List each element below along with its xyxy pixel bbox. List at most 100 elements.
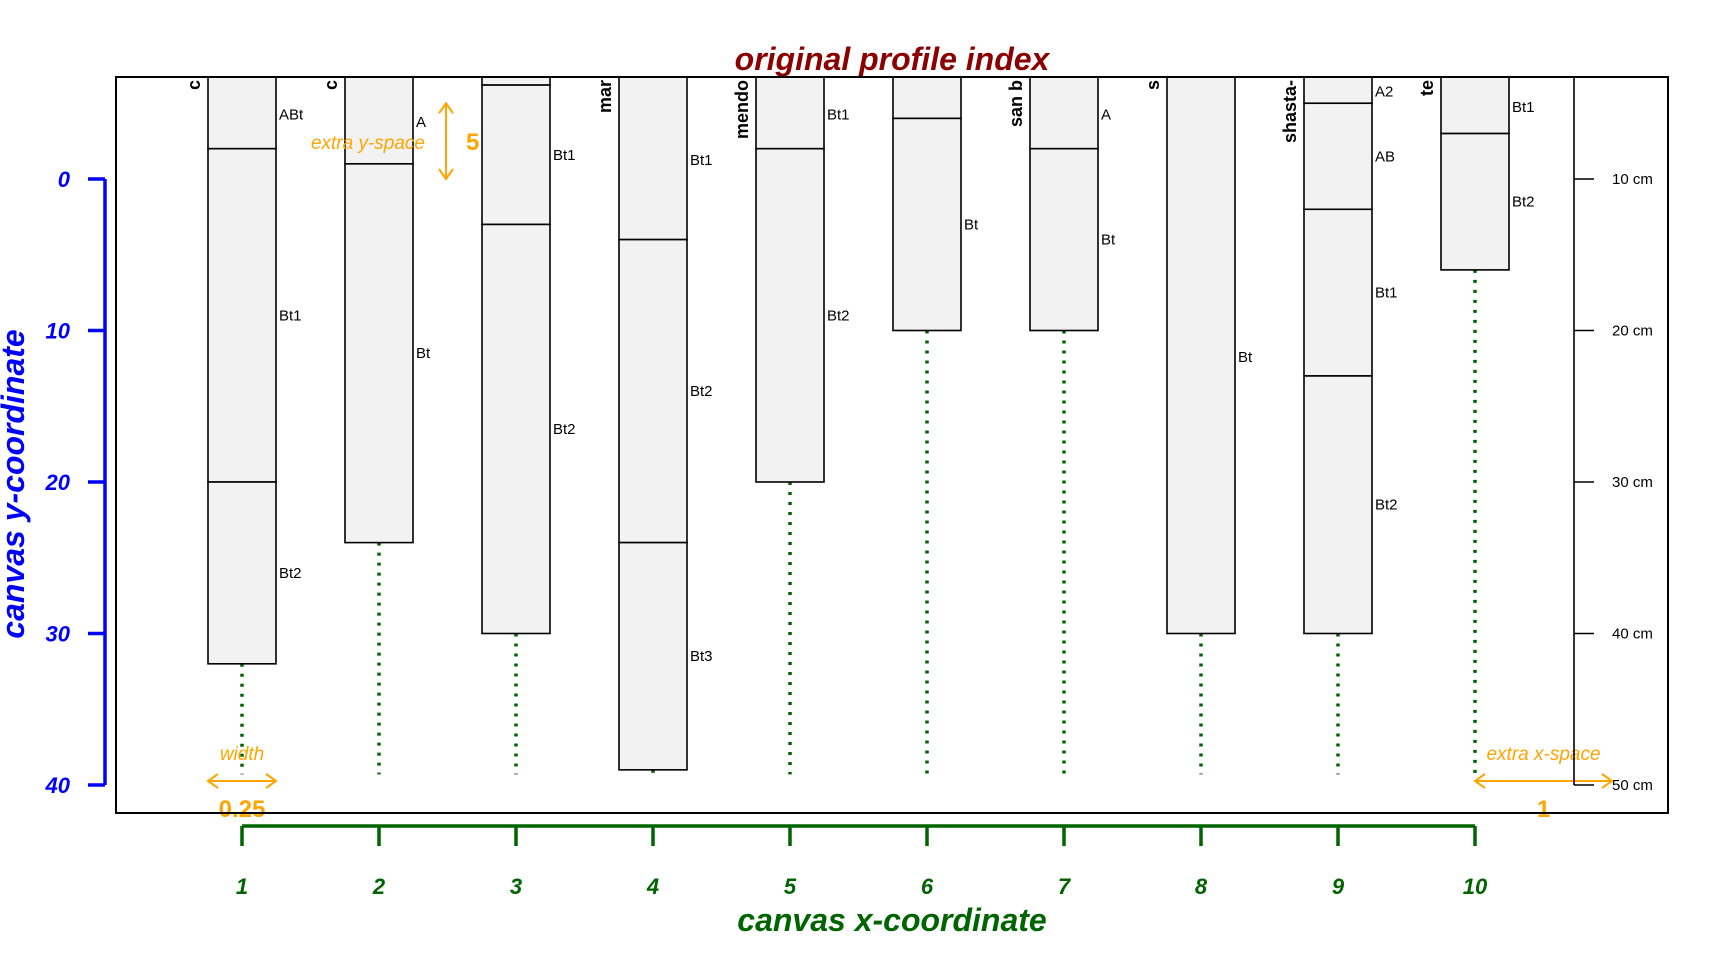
width-arrow	[206, 773, 278, 789]
x-axis-tick-label: 2	[372, 874, 386, 899]
horizon-box	[481, 223, 551, 635]
y-axis-tick-label: 30	[46, 622, 71, 647]
profile-9: A2 AB Bt1 Bt2 shasta-	[1280, 77, 1398, 775]
x-axis-tick-label: 6	[921, 874, 934, 899]
profile-1: ABt Bt1 Bt2 c	[184, 77, 304, 775]
horizon-label: Bt	[964, 216, 979, 233]
horizon-box	[481, 77, 551, 86]
horizon-box	[892, 77, 962, 120]
horizon-label: A	[1101, 106, 1111, 123]
extra-x-space-value: 1	[1537, 796, 1550, 823]
x-axis-tick-label: 9	[1332, 874, 1345, 899]
horizon-box	[618, 77, 688, 241]
horizon-label: AB	[1375, 148, 1395, 165]
depth-axis-tick-label: 50 cm	[1612, 777, 1653, 794]
depth-axis-tick-label: 10 cm	[1612, 171, 1653, 188]
horizon-box	[618, 238, 688, 544]
y-axis-tick-label: 20	[45, 470, 71, 495]
profile-label: c	[184, 80, 204, 90]
horizon-label: Bt1	[827, 106, 850, 123]
horizon-box	[1166, 77, 1236, 635]
horizon-label: Bt2	[827, 307, 850, 324]
horizon-label: Bt2	[1512, 194, 1535, 211]
arrow-head-top	[438, 101, 454, 114]
horizon-label: Bt2	[279, 565, 302, 582]
horizon-label: Bt	[416, 345, 431, 362]
arrow-head-left	[206, 773, 219, 789]
horizon-label: Bt2	[1375, 497, 1398, 514]
x-axis-tick-label: 7	[1058, 874, 1072, 899]
horizon-label: A	[416, 114, 426, 131]
profile-8: Bt s	[1143, 77, 1253, 775]
width-annotation-label: width	[220, 744, 264, 765]
horizon-box	[1303, 375, 1373, 635]
horizon-box	[207, 481, 277, 665]
x-axis: 1 2 3 4 5 6 7 8 9 10	[236, 824, 1488, 899]
arrow-head-right	[1601, 773, 1614, 789]
horizon-box	[1029, 147, 1099, 332]
x-axis-title: canvas x-coordinate	[737, 902, 1046, 938]
y-axis-tick-label: 10	[46, 319, 71, 344]
horizon-label: Bt1	[553, 147, 576, 164]
horizon-box	[892, 117, 962, 332]
depth-axis-tick-label: 30 cm	[1612, 474, 1653, 491]
horizon-label: Bt1	[279, 307, 302, 324]
x-axis-tick-label: 3	[510, 874, 522, 899]
y-axis-title: canvas y-coordinate	[0, 329, 31, 638]
profile-2: A Bt c	[321, 77, 431, 775]
plot-border	[115, 76, 1669, 814]
horizon-box	[1303, 102, 1373, 211]
horizon-box	[1440, 77, 1510, 135]
profile-3: Bt1 Bt2	[481, 77, 576, 775]
y-axis-tick-label: 40	[45, 773, 71, 798]
annotation-layer: width 0.25 extra y-space 5 extra x-space 1	[206, 101, 1614, 823]
horizon-box	[755, 77, 825, 150]
width-annotation-value: 0.25	[219, 796, 266, 823]
x-axis-tick-label: 8	[1195, 874, 1208, 899]
extra-y-space-arrow	[438, 101, 454, 181]
horizon-label: Bt1	[690, 152, 713, 169]
profile-4: Bt1 Bt2 Bt3 mar	[595, 77, 713, 775]
horizon-label: Bt1	[1375, 285, 1398, 302]
profile-label: shasta-	[1280, 80, 1300, 143]
depth-axis: 10 cm 20 cm 30 cm 40 cm 50 cm	[1573, 77, 1653, 794]
horizon-box	[481, 84, 551, 226]
profile-10: Bt1 Bt2 te	[1417, 77, 1535, 775]
horizon-label: Bt	[1101, 232, 1116, 249]
horizon-box	[344, 77, 414, 165]
x-axis-tick-label: 4	[646, 874, 659, 899]
y-axis-tick-label: 0	[58, 167, 71, 192]
profile-5: Bt1 Bt2 mendo	[732, 77, 850, 775]
horizon-box	[1029, 77, 1099, 150]
profile-label: mendo	[732, 80, 752, 139]
horizon-label: Bt	[1238, 349, 1253, 366]
y-axis: 0 10 20 30 40	[45, 167, 107, 798]
profile-label: s	[1143, 80, 1163, 90]
profile-label: te	[1417, 80, 1437, 96]
depth-axis-tick-label: 20 cm	[1612, 323, 1653, 340]
extra-y-space-label: extra y-space	[311, 133, 425, 154]
profiles-layer: ABtBt1Bt2cABtcBt1Bt2Bt1Bt2Bt3marBt1Bt2me…	[184, 77, 1535, 775]
extra-y-space-value: 5	[466, 129, 479, 156]
horizon-label: Bt1	[1512, 99, 1535, 116]
horizon-box	[1303, 77, 1373, 105]
horizon-label: A2	[1375, 84, 1393, 101]
x-axis-tick-label: 5	[784, 874, 797, 899]
profile-7: A Bt san b	[1006, 77, 1116, 775]
horizon-box	[618, 541, 688, 771]
profile-label: mar	[595, 80, 615, 113]
figure-title: original profile index	[735, 41, 1051, 77]
horizon-label: Bt2	[553, 421, 576, 438]
horizon-box	[207, 77, 277, 150]
horizon-box	[207, 147, 277, 483]
horizon-box	[1303, 208, 1373, 377]
extra-x-space-arrow	[1473, 773, 1614, 789]
horizon-label: ABt	[279, 106, 304, 123]
horizon-label: Bt2	[690, 383, 713, 400]
arrow-head-right	[265, 773, 278, 789]
profile-label: c	[321, 80, 341, 90]
profile-6: Bt	[892, 77, 979, 775]
x-axis-tick-label: 10	[1463, 874, 1488, 899]
x-axis-tick-label: 1	[236, 874, 248, 899]
horizon-box	[344, 163, 414, 544]
